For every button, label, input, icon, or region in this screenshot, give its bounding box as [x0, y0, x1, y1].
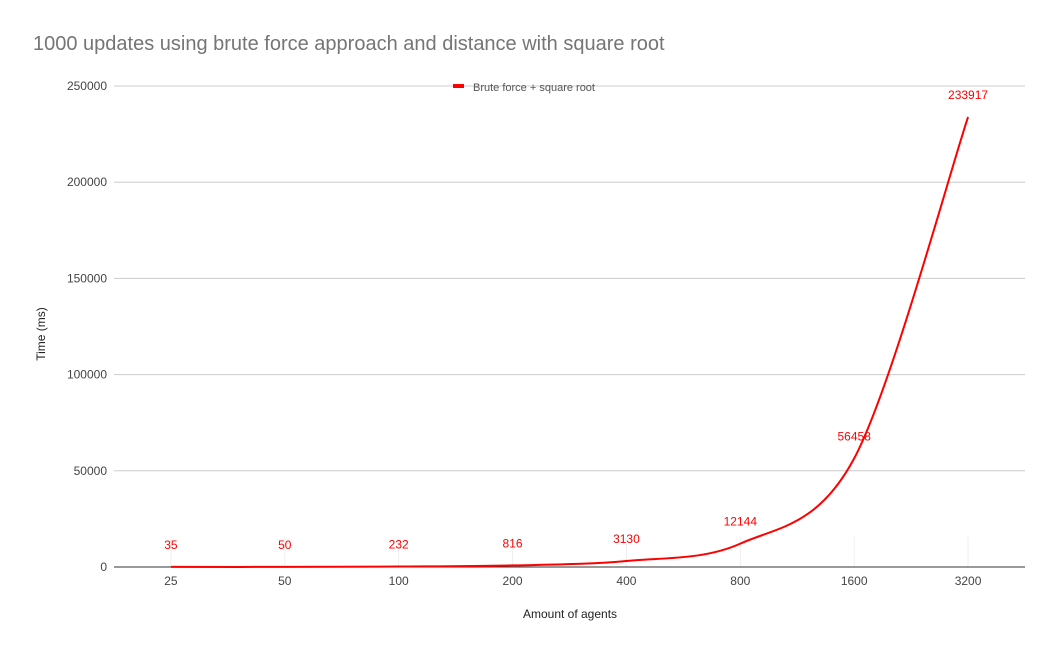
data-label: 233917: [948, 88, 988, 102]
y-tick-label: 250000: [67, 79, 107, 93]
gridlines: [114, 85, 1025, 567]
y-tick-label: 50000: [74, 464, 108, 478]
series-lines: [170, 116, 970, 568]
data-label: 816: [503, 536, 523, 550]
x-tick-label: 800: [730, 574, 750, 588]
y-tick-label: 0: [100, 560, 107, 574]
x-tick-label: 50: [278, 574, 292, 588]
chart-title: 1000 updates using brute force approach …: [33, 33, 665, 55]
x-tick-label: 25: [164, 574, 178, 588]
x-tick-label: 1600: [841, 574, 868, 588]
legend-swatch: [453, 84, 464, 88]
x-tick-label: 100: [389, 574, 409, 588]
y-axis-title: Time (ms): [34, 307, 48, 361]
data-label: 12144: [724, 515, 758, 529]
axes: 0 50000 100000 150000 200000 250000 25 50 100 200…: [67, 79, 1025, 588]
y-tick-label: 100000: [67, 368, 107, 382]
data-label: 56458: [838, 429, 872, 443]
x-axis-title: Amount of agents: [523, 607, 617, 621]
series-line: [170, 116, 970, 568]
data-label: 35: [164, 538, 178, 552]
legend: Brute force + square root: [453, 82, 595, 94]
x-tick-label: 3200: [955, 574, 982, 588]
data-label: 3130: [613, 532, 640, 546]
x-tick-label: 400: [616, 574, 636, 588]
legend-label: Brute force + square root: [473, 82, 595, 94]
y-tick-label: 200000: [67, 175, 107, 189]
data-label: 50: [278, 538, 292, 552]
y-tick-label: 150000: [67, 271, 107, 285]
data-labels: 35 50 232 816 3130 12144 56458 233917: [164, 88, 988, 552]
data-label: 232: [389, 538, 409, 552]
x-tick-label: 200: [503, 574, 523, 588]
